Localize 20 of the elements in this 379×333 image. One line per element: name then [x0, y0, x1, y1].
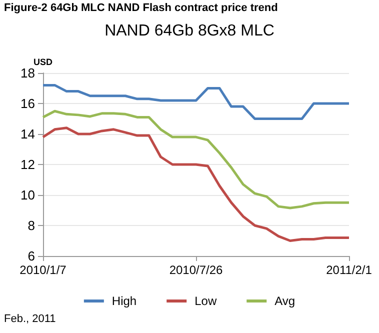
- y-tick-label: 10: [20, 188, 35, 202]
- line-series: [42, 110, 350, 210]
- line-series: [42, 126, 350, 242]
- legend-label: Low: [194, 294, 217, 308]
- line-series: [42, 84, 350, 120]
- x-tick-label: 2010/1/7: [20, 263, 67, 277]
- legend-label: Avg: [274, 294, 296, 308]
- y-tick-label: 14: [20, 126, 35, 142]
- y-tick-label: 18: [20, 66, 35, 80]
- x-tick-label: 2011/2/1: [326, 263, 372, 277]
- chart-subtitle: NAND 64Gb 8Gx8 MLC: [104, 22, 274, 40]
- legend-label: High: [112, 294, 137, 308]
- x-tick-label: 2010/7/26: [169, 263, 224, 277]
- y-axis-title: USD: [33, 57, 53, 68]
- chart-title: Figure-2 64Gb MLC NAND Flash contract price trend: [4, 2, 278, 14]
- y-tick-label: 12: [20, 157, 35, 172]
- text: Feb., 2011: [4, 313, 56, 325]
- y-tick-label: 16: [20, 96, 35, 111]
- y-tick-label: 6: [28, 248, 35, 264]
- y-tick-label: 8: [28, 218, 35, 233]
